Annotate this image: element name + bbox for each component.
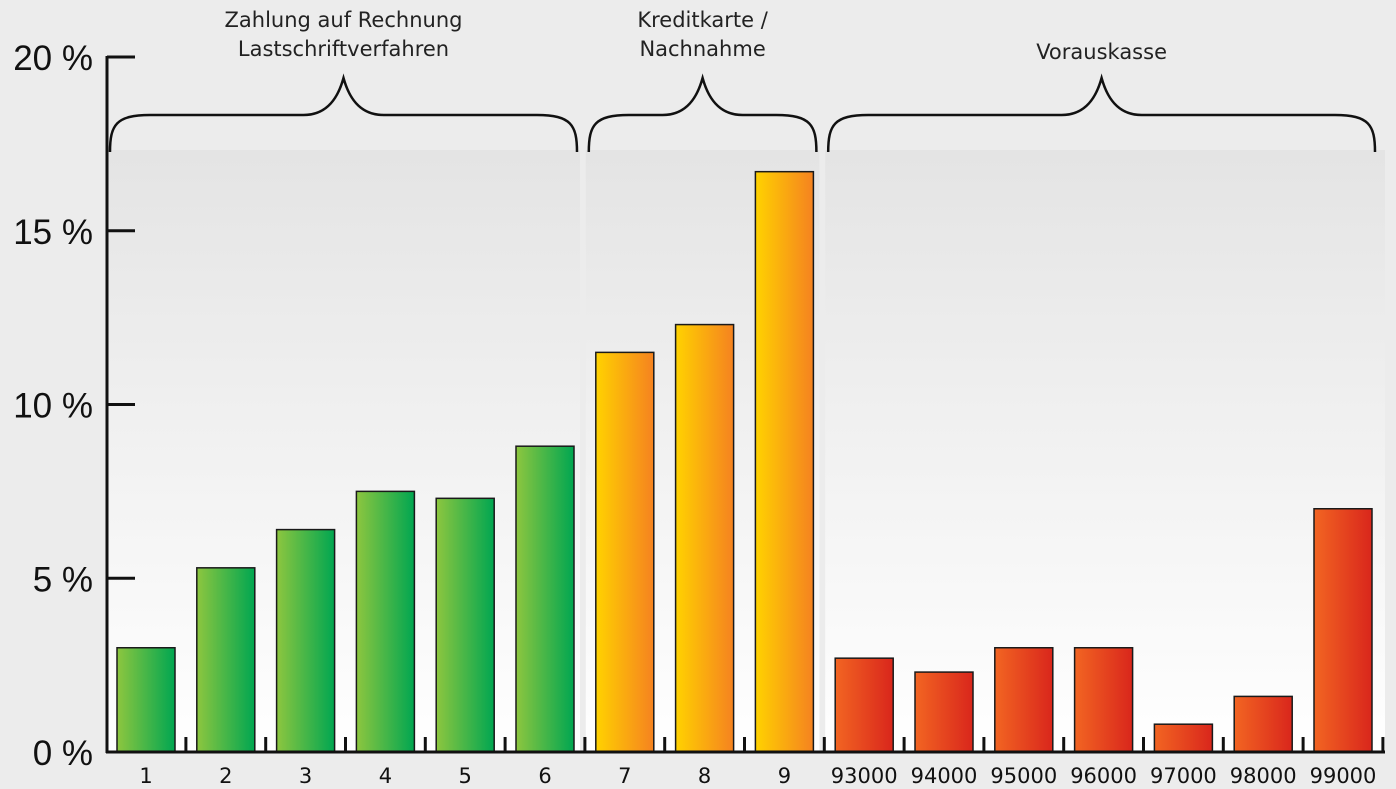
group-label: Nachnahme: [639, 37, 765, 61]
x-tick-label: 98000: [1230, 764, 1297, 788]
y-tick-label: 20 %: [13, 39, 93, 78]
bar: [994, 647, 1054, 753]
x-tick-label: 7: [618, 764, 631, 788]
bar: [1073, 647, 1134, 753]
bar: [435, 497, 495, 753]
group-braces: Zahlung auf Rechnung Lastschriftverfahren…: [108, 8, 1377, 153]
group-brace: [587, 73, 818, 153]
group-brace: [826, 73, 1377, 153]
x-tick-label: 99000: [1310, 764, 1377, 788]
group-label: Lastschriftverfahren: [238, 37, 449, 61]
x-tick-label: 8: [698, 764, 711, 788]
y-tick-label: 5 %: [33, 560, 93, 599]
x-tick-label: 6: [538, 764, 551, 788]
group-label: Vorauskasse: [1036, 40, 1167, 64]
bar: [595, 351, 655, 753]
bar: [1313, 508, 1373, 753]
bar: [914, 671, 974, 753]
x-tick-label: 93000: [831, 764, 898, 788]
y-tick-label: 15 %: [13, 213, 93, 252]
group-background: [108, 150, 580, 752]
y-tick-label: 0 %: [33, 734, 93, 773]
x-tick-label: 1: [139, 764, 152, 788]
bar: [196, 567, 256, 753]
y-tick-label: 10 %: [13, 387, 93, 426]
x-tick-label: 2: [219, 764, 232, 788]
bar: [116, 647, 176, 753]
bar: [834, 657, 894, 753]
y-axis: 0 % 5 % 10 % 15 % 20 %: [13, 39, 135, 773]
bar: [515, 445, 575, 753]
bar: [674, 323, 735, 753]
bar: [275, 528, 336, 753]
x-tick-label: 95000: [990, 764, 1057, 788]
group-brace: [108, 73, 579, 153]
x-tick-label: 96000: [1070, 764, 1137, 788]
bar: [754, 170, 815, 753]
x-tick-label: 94000: [911, 764, 978, 788]
bar: [1153, 723, 1214, 753]
x-tick-label: 3: [299, 764, 312, 788]
bar: [355, 490, 416, 753]
group-label: Zahlung auf Rechnung: [225, 8, 463, 32]
x-axis: 1 2 3 4 5 6 7 8 9 93000 94000 95000 96000 97000 98000 9…: [106, 737, 1385, 788]
x-tick-label: 97000: [1150, 764, 1217, 788]
bar: [1233, 695, 1293, 753]
bars: [116, 170, 1373, 753]
x-tick-label: 9: [778, 764, 791, 788]
x-tick-label: 4: [379, 764, 392, 788]
x-tick-label: 5: [459, 764, 472, 788]
group-label: Kreditkarte /: [637, 8, 768, 32]
